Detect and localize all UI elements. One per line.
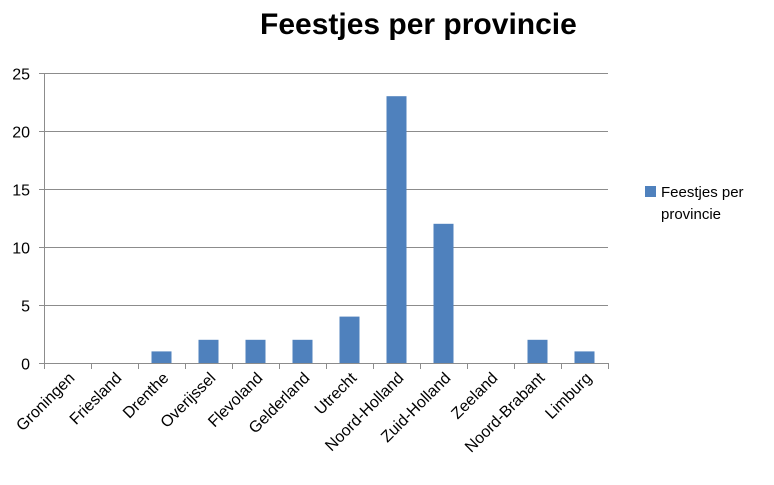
bar-overijssel: [198, 339, 219, 363]
y-tick-labels: 0 5 10 15 20 25: [12, 67, 30, 374]
bar-limburg: [574, 351, 595, 363]
y-tick-label: 25: [12, 67, 30, 84]
y-tick-label: 5: [21, 299, 30, 316]
bar-noord-holland: [386, 96, 407, 363]
y-tick-label: 15: [12, 183, 30, 200]
legend-swatch: [645, 186, 656, 197]
legend-label: Feestjes per provincie: [661, 184, 744, 223]
x-tick-labels: GroningenFrieslandDrentheOverijsselFlevo…: [13, 369, 595, 456]
bar-utrecht: [339, 316, 360, 363]
bar-noord-brabant: [527, 339, 548, 363]
bar-flevoland: [245, 339, 266, 363]
chart-title: Feestjes per provincie: [260, 8, 577, 41]
x-tick-label: Friesland: [67, 370, 126, 429]
x-tick-label: Groningen: [13, 370, 78, 435]
bar-zuid-holland: [433, 223, 454, 363]
y-tick-label: 20: [12, 125, 30, 142]
x-tick-label: Noord-Brabant: [462, 369, 549, 456]
x-tick-label: Limburg: [542, 370, 595, 423]
bars: [151, 96, 595, 363]
y-tick-label: 10: [12, 241, 30, 258]
y-tick-label: 0: [21, 357, 30, 374]
bar-gelderland: [292, 339, 313, 363]
axes: [44, 73, 609, 369]
bar-drenthe: [151, 351, 172, 363]
gridlines: [39, 73, 608, 364]
